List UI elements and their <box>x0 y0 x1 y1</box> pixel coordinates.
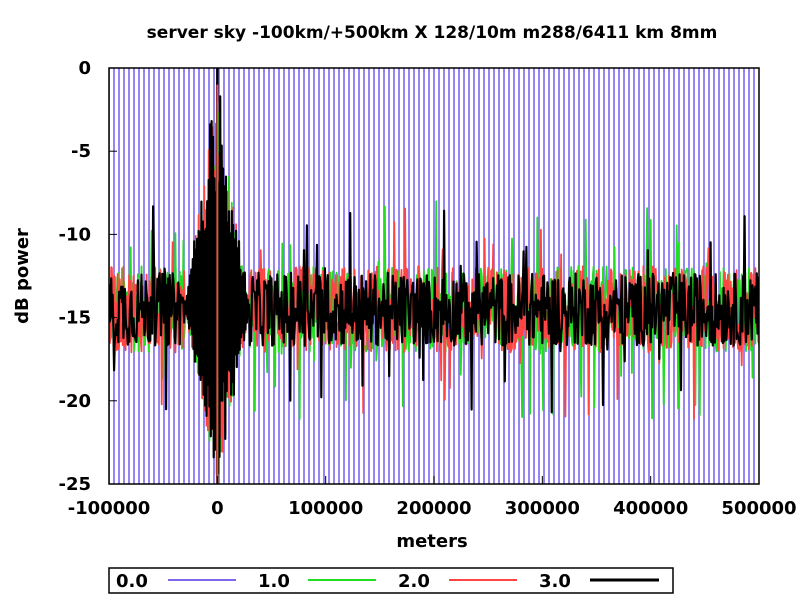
legend: 0.0 1.0 2.0 3.0 <box>108 567 674 594</box>
x-tick-label: 100000 <box>288 498 363 519</box>
x-tick-label: 300000 <box>505 498 580 519</box>
x-axis-label: meters <box>396 531 467 552</box>
chart-title: server sky -100km/+500km X 128/10m m288/… <box>147 23 718 43</box>
x-tick-label: 200000 <box>396 498 471 519</box>
y-axis-label: dB power <box>12 228 33 324</box>
legend-label-1: 1.0 <box>258 571 290 592</box>
legend-label-2: 2.0 <box>398 571 430 592</box>
y-tick-label: -20 <box>58 391 91 412</box>
series-layer <box>109 68 759 484</box>
x-tick-label: 0 <box>211 498 224 519</box>
y-tick-label: -10 <box>58 224 91 245</box>
y-tick-label: -15 <box>58 308 91 329</box>
ticks-layer: -100000 0 100000 200000 300000 400000 500000 0 -… <box>58 58 796 519</box>
x-tick-label: 500000 <box>721 498 796 519</box>
legend-label-0: 0.0 <box>116 571 148 592</box>
y-tick-label: -5 <box>71 141 91 162</box>
y-tick-label: -25 <box>58 474 91 495</box>
legend-label-3: 3.0 <box>539 571 571 592</box>
x-tick-label: 400000 <box>613 498 688 519</box>
y-tick-label: 0 <box>78 58 91 79</box>
x-tick-label: -100000 <box>68 498 151 519</box>
